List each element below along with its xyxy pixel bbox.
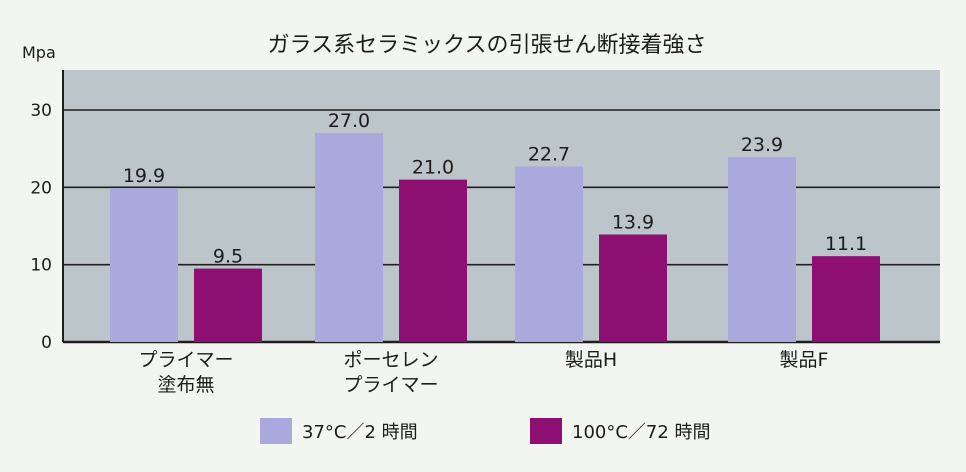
- data-label: 9.5: [213, 246, 243, 268]
- data-label: 22.7: [528, 143, 570, 165]
- legend-swatch-2: [530, 418, 562, 444]
- legend-label-2: 100°C／72 時間: [572, 422, 711, 443]
- y-tick-label: 30: [30, 101, 52, 121]
- data-label: 27.0: [328, 110, 370, 132]
- data-label: 21.0: [412, 157, 454, 179]
- bar-2-3: [599, 234, 667, 342]
- y-axis-unit: Mpa: [22, 43, 56, 62]
- data-label: 11.1: [825, 233, 867, 255]
- y-tick-label: 10: [30, 256, 52, 276]
- bar-1-2: [315, 133, 383, 342]
- category-label: 製品H: [565, 349, 617, 371]
- data-label: 23.9: [741, 134, 783, 156]
- bar-1-4: [728, 157, 796, 342]
- bar-2-2: [399, 179, 467, 342]
- legend-swatch-1: [260, 418, 292, 444]
- chart-title: ガラス系セラミックスの引張せん断接着強さ: [268, 33, 707, 58]
- data-label: 13.9: [612, 212, 654, 234]
- category-label: ポーセレン: [343, 349, 438, 371]
- bar-2-1: [194, 268, 262, 342]
- data-label: 19.9: [123, 165, 165, 187]
- legend-label-1: 37°C／2 時間: [302, 422, 418, 443]
- y-tick-label: 0: [41, 333, 52, 353]
- bar-1-1: [110, 188, 178, 342]
- y-tick-label: 20: [30, 178, 52, 198]
- category-label: 塗布無: [157, 373, 214, 396]
- bar-2-4: [812, 256, 880, 342]
- bar-1-3: [515, 166, 583, 342]
- category-label: 製品F: [780, 349, 829, 371]
- category-label: プライマー: [343, 374, 438, 396]
- category-label: プライマー: [138, 349, 233, 371]
